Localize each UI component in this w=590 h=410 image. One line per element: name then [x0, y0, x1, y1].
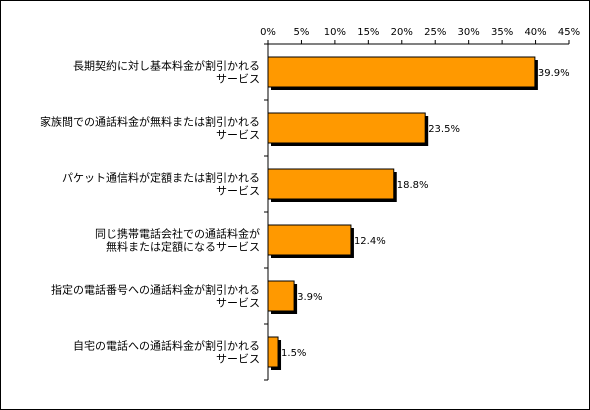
bar-value-label: 39.9% [538, 68, 570, 79]
x-tick-label: 0% [260, 27, 276, 38]
bar-value-label: 23.5% [428, 124, 460, 135]
x-tick-label: 30% [458, 27, 480, 38]
category-label: 長期契約に対し基本料金が割引かれる [73, 59, 260, 73]
bar-value-label: 12.4% [354, 236, 386, 247]
category-label: サービス [216, 129, 260, 142]
category-label: 自宅の電話への通話料金が割引かれる [73, 339, 260, 353]
bar [267, 168, 395, 200]
category-label: パケット通信料が定額または割引かれる [62, 171, 260, 185]
x-tick-label: 25% [424, 27, 446, 38]
bar-value-label: 1.5% [281, 348, 306, 359]
category-label: サービス [216, 73, 260, 86]
category-label: サービス [216, 353, 260, 366]
x-tick-label: 5% [294, 27, 310, 38]
category-label: サービス [216, 185, 260, 198]
category-label: 同じ携帯電話会社での通話料金が [95, 227, 260, 241]
bar [267, 112, 426, 144]
x-tick-label: 10% [324, 27, 346, 38]
category-label: 指定の電話番号への通話料金が割引かれる [51, 283, 260, 297]
category-label: 無料または定額になるサービス [106, 240, 260, 254]
x-tick-label: 35% [491, 27, 513, 38]
bar-value-label: 3.9% [297, 292, 322, 303]
x-tick-label: 15% [357, 27, 379, 38]
bar [267, 224, 352, 256]
x-tick-label: 45% [558, 27, 580, 38]
x-tick-label: 20% [391, 27, 413, 38]
bar-value-label: 18.8% [397, 180, 429, 191]
x-tick-label: 40% [524, 27, 546, 38]
category-label: サービス [216, 297, 260, 310]
bar [267, 56, 536, 88]
bar [267, 280, 295, 312]
category-label: 家族間での通話料金が無料または割引かれる [40, 115, 260, 129]
bar [267, 336, 279, 368]
